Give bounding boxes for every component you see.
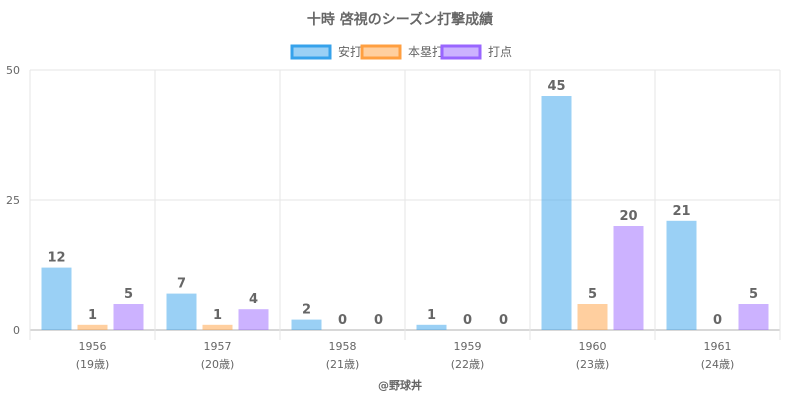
bar[interactable] [291, 319, 322, 330]
bar[interactable] [41, 267, 72, 330]
x-tick-label: 1961 [704, 340, 732, 353]
footer-credit: @野球丼 [378, 378, 422, 392]
bar[interactable] [416, 324, 447, 330]
legend-item[interactable]: 本塁打 [360, 44, 444, 60]
bar[interactable] [738, 304, 769, 330]
bar[interactable] [577, 304, 608, 330]
data-label: 7 [177, 277, 186, 292]
x-tick-label: 1959 [454, 340, 482, 353]
data-label: 21 [672, 204, 690, 219]
bar[interactable] [613, 226, 644, 330]
x-tick-label: 1957 [204, 340, 232, 353]
bar[interactable] [238, 309, 269, 330]
data-label: 20 [619, 209, 637, 224]
data-label: 0 [713, 313, 722, 328]
y-tick-label: 25 [6, 194, 20, 207]
y-tick-label: 0 [13, 324, 20, 337]
x-tick-label: 1960 [579, 340, 607, 353]
data-label: 12 [47, 251, 65, 266]
x-tick-sublabel: (23歳) [576, 358, 610, 371]
bar[interactable] [666, 220, 697, 330]
legend: 安打 本塁打 打点 [290, 44, 512, 60]
data-label: 1 [213, 308, 222, 323]
legend-swatch [290, 44, 332, 60]
y-tick-label: 50 [6, 64, 20, 77]
bar[interactable] [77, 324, 108, 330]
legend-item[interactable]: 打点 [440, 44, 512, 60]
x-axis: 1956 (19歳) 1957 (20歳) 1958 (21歳) 1959 (22歳) 1960… [76, 340, 735, 371]
x-tick-sublabel: (21歳) [326, 358, 360, 371]
x-tick-sublabel: (19歳) [76, 358, 110, 371]
data-label: 2 [302, 303, 311, 318]
x-tick-sublabel: (22歳) [451, 358, 485, 371]
data-label: 5 [588, 287, 597, 302]
data-label: 0 [374, 313, 383, 328]
bar[interactable] [166, 293, 197, 330]
bar[interactable] [541, 96, 572, 330]
data-label: 0 [338, 313, 347, 328]
data-label: 0 [463, 313, 472, 328]
x-tick-sublabel: (24歳) [701, 358, 735, 371]
data-label: 4 [249, 292, 258, 307]
legend-label: 打点 [488, 45, 512, 59]
data-label: 5 [749, 287, 758, 302]
x-tick-label: 1958 [329, 340, 357, 353]
bar[interactable] [113, 304, 144, 330]
legend-item[interactable]: 安打 [290, 44, 362, 60]
legend-swatch [360, 44, 402, 60]
data-label: 1 [88, 308, 97, 323]
x-tick-sublabel: (20歳) [201, 358, 235, 371]
bar[interactable] [202, 324, 233, 330]
chart-title: 十時 啓視のシーズン打撃成績 [307, 11, 493, 28]
data-label: 1 [427, 308, 436, 323]
data-label: 5 [124, 287, 133, 302]
legend-swatch [440, 44, 482, 60]
data-label: 45 [547, 79, 565, 94]
legend-label: 本塁打 [408, 45, 444, 59]
x-tick-label: 1956 [79, 340, 107, 353]
data-label: 0 [499, 313, 508, 328]
legend-label: 安打 [338, 44, 362, 59]
